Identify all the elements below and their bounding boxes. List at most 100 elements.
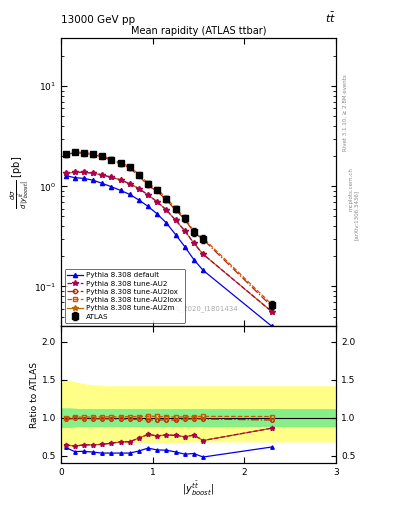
Line: Pythia 8.308 tune-AU2loxx: Pythia 8.308 tune-AU2loxx	[63, 150, 274, 307]
Pythia 8.308 default	[136, 197, 141, 203]
Text: mcplots.cern.ch: mcplots.cern.ch	[349, 167, 354, 211]
Pythia 8.308 default	[270, 323, 274, 329]
Pythia 8.308 tune-AU2m	[136, 185, 141, 191]
Pythia 8.308 default	[155, 211, 160, 217]
Pythia 8.308 tune-AU2loxx	[127, 164, 132, 170]
Pythia 8.308 tune-AU2lox	[136, 173, 141, 179]
Pythia 8.308 tune-AU2lox	[201, 237, 206, 243]
Pythia 8.308 tune-AU2m	[182, 228, 187, 234]
Pythia 8.308 tune-AU2lox	[191, 229, 196, 236]
Line: Pythia 8.308 tune-AU2m: Pythia 8.308 tune-AU2m	[63, 169, 275, 314]
Legend: Pythia 8.308 default, Pythia 8.308 tune-AU2, Pythia 8.308 tune-AU2lox, Pythia 8.: Pythia 8.308 default, Pythia 8.308 tune-…	[64, 269, 185, 323]
Pythia 8.308 tune-AU2lox	[270, 304, 274, 310]
Pythia 8.308 tune-AU2	[72, 169, 77, 176]
Pythia 8.308 tune-AU2lox	[91, 152, 95, 158]
Pythia 8.308 tune-AU2	[146, 192, 151, 198]
Pythia 8.308 tune-AU2m	[201, 251, 206, 257]
Pythia 8.308 tune-AU2lox	[173, 207, 178, 213]
Pythia 8.308 tune-AU2	[118, 177, 123, 183]
Pythia 8.308 tune-AU2loxx	[63, 151, 68, 157]
Pythia 8.308 tune-AU2	[164, 207, 169, 213]
Pythia 8.308 default	[127, 191, 132, 198]
Pythia 8.308 default	[72, 175, 77, 181]
Pythia 8.308 tune-AU2lox	[155, 188, 160, 195]
Pythia 8.308 tune-AU2loxx	[81, 150, 86, 156]
Pythia 8.308 tune-AU2m	[91, 170, 95, 176]
Pythia 8.308 tune-AU2	[173, 217, 178, 223]
Pythia 8.308 tune-AU2m	[100, 172, 105, 178]
Y-axis label: Ratio to ATLAS: Ratio to ATLAS	[30, 362, 39, 428]
Pythia 8.308 tune-AU2m	[109, 174, 114, 180]
Pythia 8.308 default	[118, 187, 123, 194]
Pythia 8.308 tune-AU2lox	[81, 151, 86, 157]
Line: Pythia 8.308 tune-AU2: Pythia 8.308 tune-AU2	[63, 169, 275, 314]
Line: Pythia 8.308 tune-AU2lox: Pythia 8.308 tune-AU2lox	[63, 151, 274, 309]
Pythia 8.308 tune-AU2	[270, 309, 274, 315]
Pythia 8.308 tune-AU2	[63, 170, 68, 176]
Pythia 8.308 tune-AU2	[100, 172, 105, 178]
Pythia 8.308 tune-AU2m	[63, 170, 68, 176]
Pythia 8.308 tune-AU2	[201, 251, 206, 257]
Text: $t\bar{t}$: $t\bar{t}$	[325, 10, 336, 25]
Pythia 8.308 tune-AU2loxx	[155, 186, 160, 193]
Text: Rivet 3.1.10, ≥ 2.8M events: Rivet 3.1.10, ≥ 2.8M events	[343, 74, 348, 151]
Pythia 8.308 tune-AU2lox	[72, 150, 77, 156]
Pythia 8.308 tune-AU2loxx	[164, 195, 169, 201]
Text: 13000 GeV pp: 13000 GeV pp	[61, 14, 135, 25]
Pythia 8.308 tune-AU2loxx	[201, 235, 206, 241]
Pythia 8.308 tune-AU2loxx	[146, 180, 151, 186]
Pythia 8.308 tune-AU2loxx	[136, 171, 141, 177]
Pythia 8.308 default	[81, 175, 86, 181]
Pythia 8.308 tune-AU2	[136, 185, 141, 191]
Pythia 8.308 default	[91, 177, 95, 183]
Pythia 8.308 tune-AU2lox	[146, 182, 151, 188]
X-axis label: $|y^{t\bar{t}}_{boost}|$: $|y^{t\bar{t}}_{boost}|$	[182, 480, 215, 498]
Pythia 8.308 tune-AU2loxx	[182, 215, 187, 221]
Pythia 8.308 tune-AU2m	[127, 181, 132, 187]
Pythia 8.308 tune-AU2m	[81, 169, 86, 176]
Pythia 8.308 default	[191, 257, 196, 263]
Pythia 8.308 tune-AU2lox	[127, 165, 132, 171]
Y-axis label: $\frac{d\sigma}{d\,|y^{t\bar{t}}_{boost}|}$ [pb]: $\frac{d\sigma}{d\,|y^{t\bar{t}}_{boost}…	[8, 156, 31, 209]
Pythia 8.308 tune-AU2lox	[118, 161, 123, 167]
Pythia 8.308 default	[63, 173, 68, 179]
Pythia 8.308 tune-AU2lox	[182, 216, 187, 222]
Pythia 8.308 tune-AU2m	[164, 207, 169, 213]
Pythia 8.308 tune-AU2	[155, 199, 160, 205]
Pythia 8.308 tune-AU2m	[118, 177, 123, 183]
Pythia 8.308 default	[100, 180, 105, 186]
Pythia 8.308 tune-AU2loxx	[270, 302, 274, 308]
Pythia 8.308 default	[146, 203, 151, 209]
Pythia 8.308 tune-AU2loxx	[100, 153, 105, 159]
Pythia 8.308 tune-AU2	[109, 174, 114, 180]
Pythia 8.308 default	[173, 231, 178, 238]
Pythia 8.308 tune-AU2loxx	[109, 156, 114, 162]
Pythia 8.308 tune-AU2loxx	[72, 148, 77, 155]
Pythia 8.308 tune-AU2	[81, 169, 86, 176]
Pythia 8.308 tune-AU2lox	[63, 152, 68, 158]
Pythia 8.308 tune-AU2m	[146, 192, 151, 198]
Pythia 8.308 tune-AU2lox	[109, 157, 114, 163]
Pythia 8.308 default	[182, 244, 187, 250]
Pythia 8.308 tune-AU2m	[191, 240, 196, 246]
Pythia 8.308 tune-AU2loxx	[173, 205, 178, 211]
Pythia 8.308 tune-AU2	[91, 170, 95, 176]
Pythia 8.308 default	[109, 184, 114, 190]
Pythia 8.308 tune-AU2lox	[164, 197, 169, 203]
Pythia 8.308 tune-AU2loxx	[118, 160, 123, 166]
Line: Pythia 8.308 default: Pythia 8.308 default	[63, 174, 274, 328]
Pythia 8.308 tune-AU2	[191, 240, 196, 246]
Pythia 8.308 tune-AU2m	[72, 169, 77, 176]
Pythia 8.308 tune-AU2loxx	[91, 151, 95, 157]
Pythia 8.308 tune-AU2	[127, 181, 132, 187]
Text: [arXiv:1306.3436]: [arXiv:1306.3436]	[354, 190, 359, 240]
Pythia 8.308 tune-AU2m	[155, 199, 160, 205]
Pythia 8.308 tune-AU2lox	[100, 154, 105, 160]
Pythia 8.308 default	[201, 267, 206, 273]
Pythia 8.308 tune-AU2	[182, 228, 187, 234]
Text: ATLAS_2020_I1801434: ATLAS_2020_I1801434	[159, 305, 238, 312]
Pythia 8.308 tune-AU2m	[270, 309, 274, 315]
Pythia 8.308 default	[164, 220, 169, 226]
Pythia 8.308 tune-AU2loxx	[191, 228, 196, 234]
Title: Mean rapidity (ATLAS ttbar): Mean rapidity (ATLAS ttbar)	[131, 26, 266, 36]
